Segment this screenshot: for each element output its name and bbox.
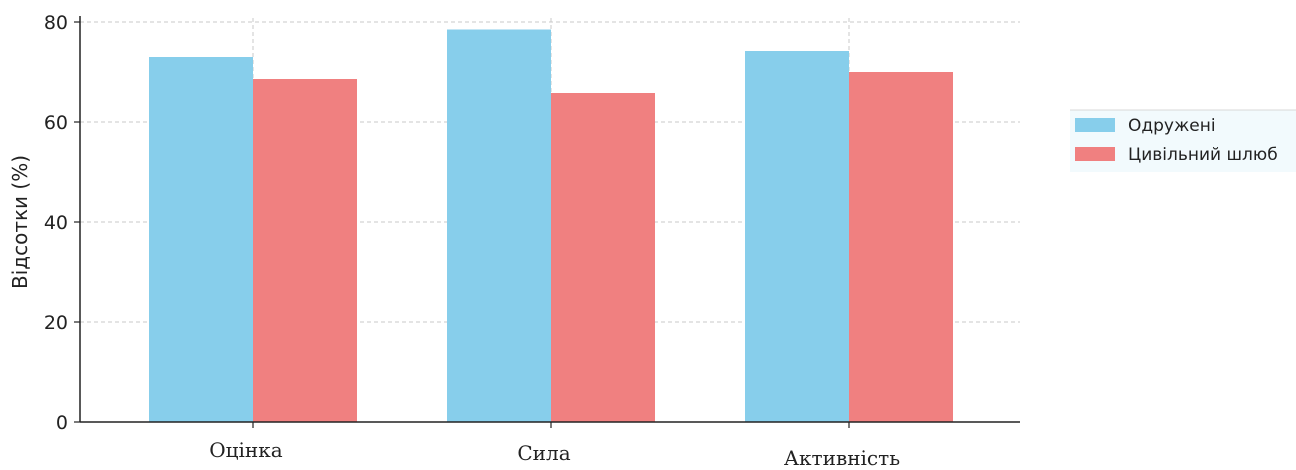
bar-married <box>447 29 551 422</box>
x-category-label: Сила <box>517 441 570 465</box>
x-category-label: Оцінка <box>209 438 282 462</box>
axes <box>74 16 1020 428</box>
y-tick-labels: 0 20 40 60 80 <box>44 12 68 434</box>
legend-label-married: Одружені <box>1128 116 1216 136</box>
y-tick-label: 60 <box>44 112 68 134</box>
y-axis-title: Відсотки (%) <box>8 155 32 289</box>
y-tick-label: 0 <box>56 412 68 434</box>
bar-civil-marriage <box>551 93 655 422</box>
legend-label-civil-marriage: Цивільний шлюб <box>1128 145 1278 165</box>
bar-civil-marriage <box>253 79 357 422</box>
y-tick-label: 20 <box>44 312 68 334</box>
bar-civil-marriage <box>849 72 953 422</box>
x-category-label: Активність <box>784 446 900 470</box>
y-tick-label: 40 <box>44 212 68 234</box>
x-category-labels: Оцінка Сила Активність <box>209 438 900 470</box>
bars <box>149 29 953 422</box>
legend-swatch-civil-marriage <box>1075 147 1115 161</box>
legend-swatch-married <box>1075 118 1115 132</box>
bar-married <box>149 57 253 422</box>
y-tick-label: 80 <box>44 12 68 34</box>
legend: Одружені Цивільний шлюб <box>1070 109 1296 172</box>
bar-married <box>745 51 849 422</box>
